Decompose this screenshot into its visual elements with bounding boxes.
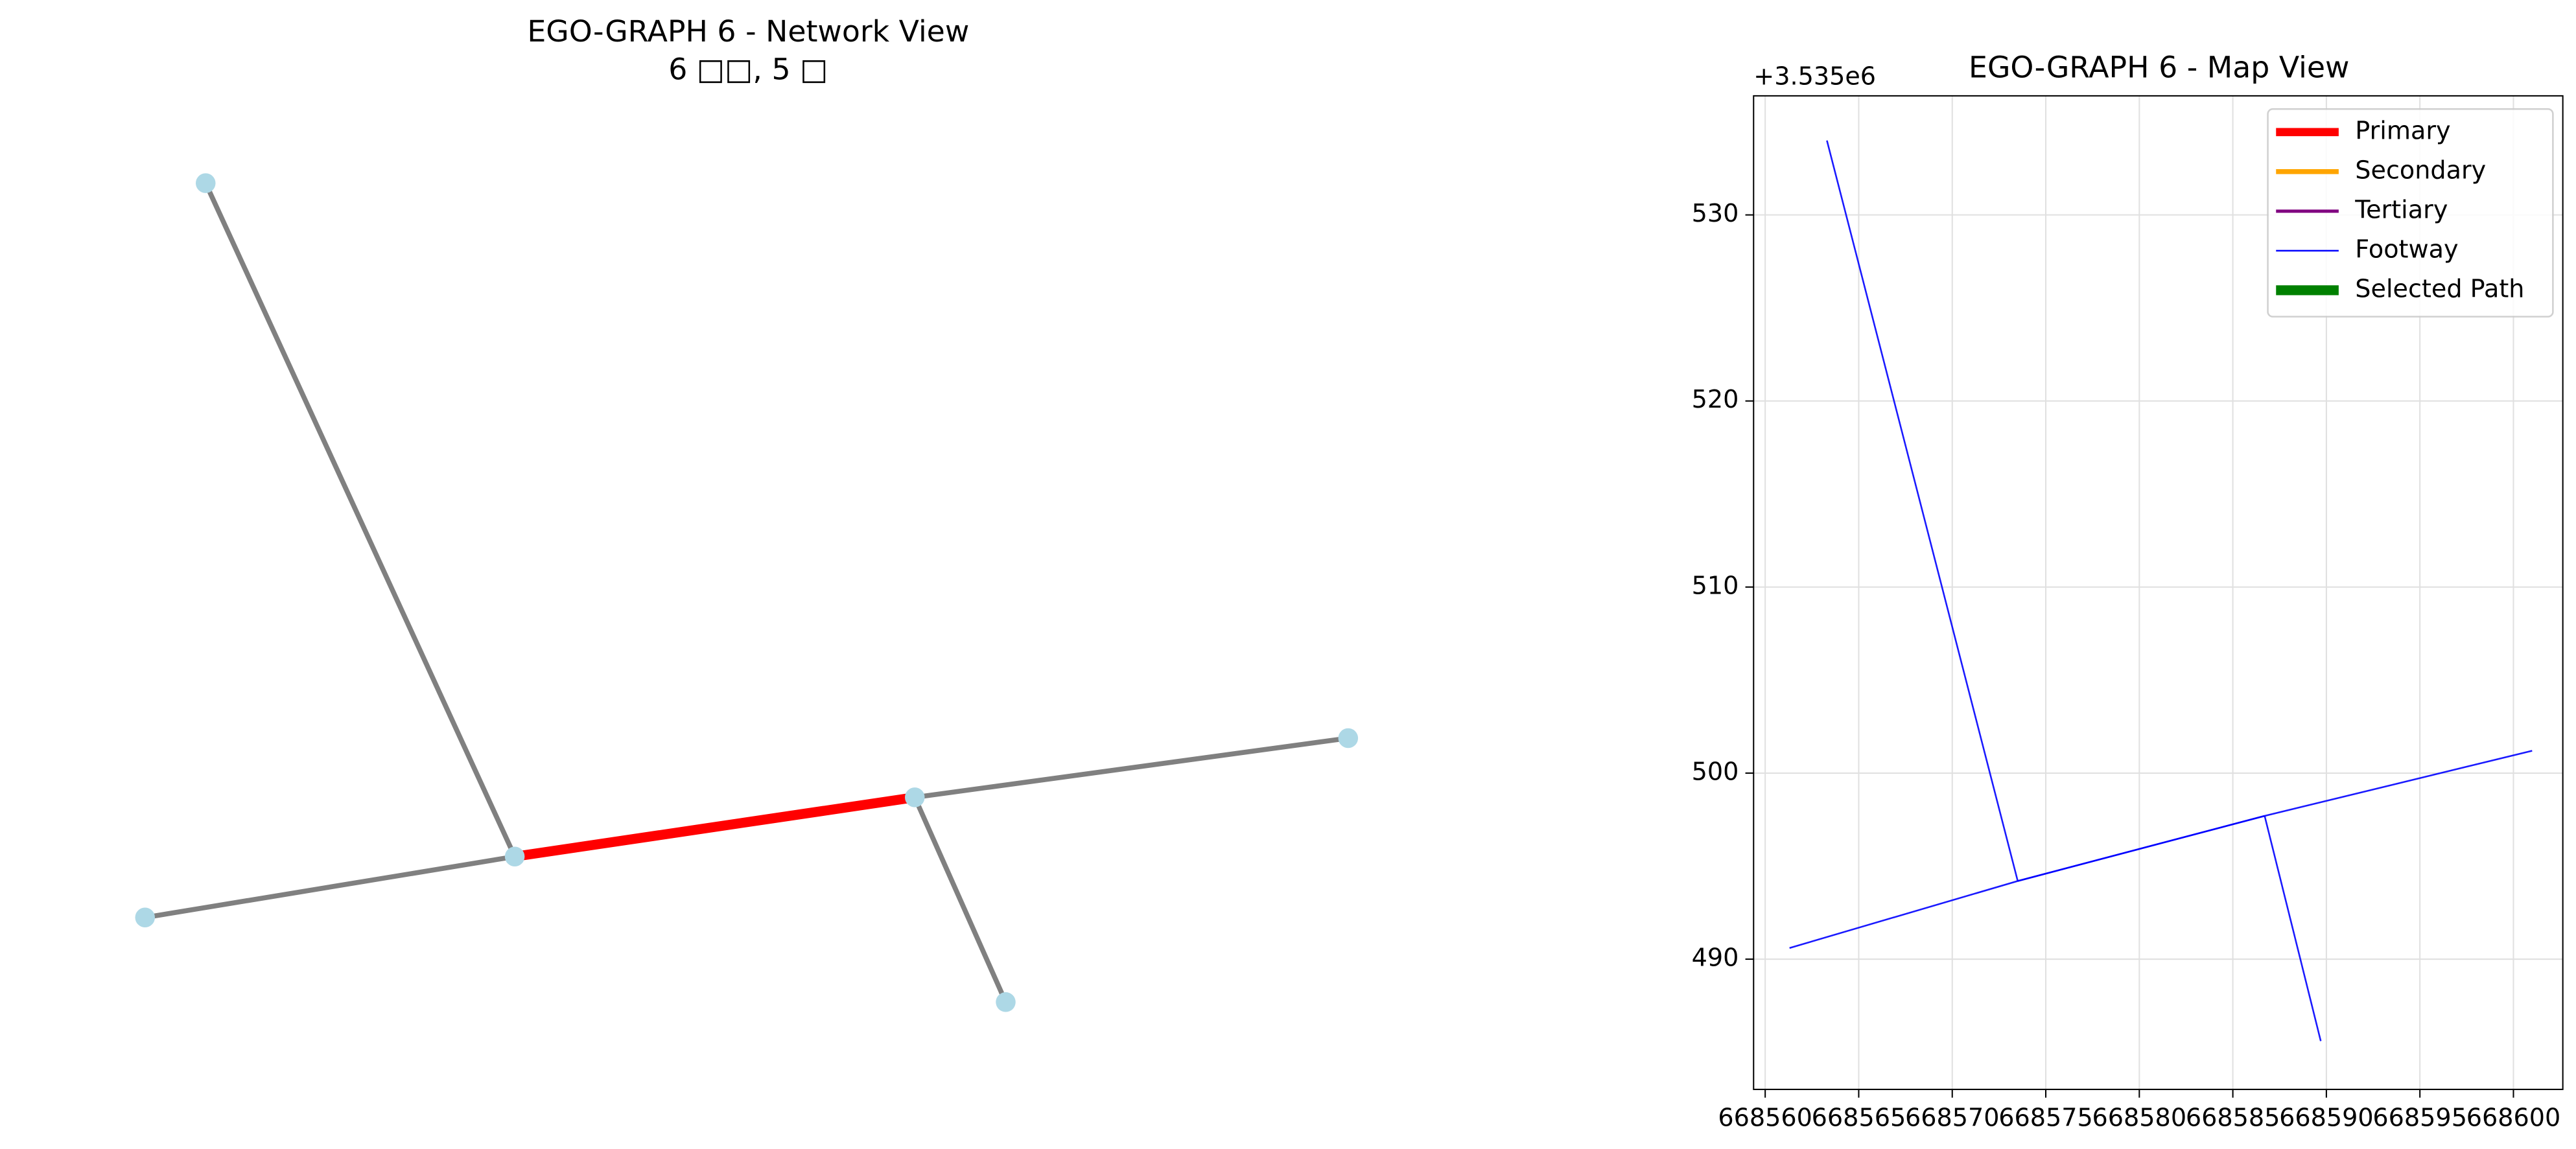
edge <box>514 792 916 862</box>
legend-label: Secondary <box>2355 156 2486 184</box>
road-segment <box>2264 815 2322 1041</box>
x-tick-label: 668560 <box>1718 1103 1812 1132</box>
node <box>195 173 216 193</box>
y-tick-label: 490 <box>1692 944 1739 972</box>
edge <box>912 796 1008 1003</box>
edge <box>914 736 1349 800</box>
legend-label: Footway <box>2355 235 2458 263</box>
node <box>1338 728 1359 749</box>
x-tick-label: 668580 <box>2092 1103 2187 1132</box>
y-tick-label: 510 <box>1692 571 1739 599</box>
legend-label: Selected Path <box>2355 274 2524 303</box>
y-tick-label: 520 <box>1692 385 1739 413</box>
x-tick-label: 668600 <box>2466 1103 2561 1132</box>
y-tick-label: 500 <box>1692 757 1739 785</box>
node <box>135 907 155 928</box>
edge <box>145 853 515 920</box>
chart-subtitle: 6 □□, 5 □ <box>668 52 828 86</box>
y-tick-label: 530 <box>1692 199 1739 227</box>
road-segment <box>1789 880 2019 949</box>
axis-offset-label: +3.535e6 <box>1753 62 1876 90</box>
x-tick-label: 668565 <box>1812 1103 1906 1132</box>
x-tick-label: 668570 <box>1905 1103 2000 1132</box>
x-tick-label: 668590 <box>2279 1103 2374 1132</box>
road-segment <box>2264 750 2533 817</box>
node <box>996 992 1016 1012</box>
node <box>904 787 925 807</box>
edge <box>203 182 517 858</box>
legend-label: Primary <box>2355 116 2450 145</box>
plot-frame <box>1753 95 2564 1091</box>
x-tick-label: 668585 <box>2186 1103 2280 1132</box>
x-tick-label: 668575 <box>1998 1103 2093 1132</box>
chart-title: EGO-GRAPH 6 - Network View <box>527 14 969 49</box>
x-tick-label: 668595 <box>2372 1103 2467 1132</box>
road-segment <box>2017 815 2265 882</box>
legend-label: Tertiary <box>2354 195 2448 224</box>
node <box>504 846 525 867</box>
road-segment <box>1826 140 2019 881</box>
chart-title: EGO-GRAPH 6 - Map View <box>1969 51 2349 85</box>
legend-box <box>2267 108 2554 318</box>
